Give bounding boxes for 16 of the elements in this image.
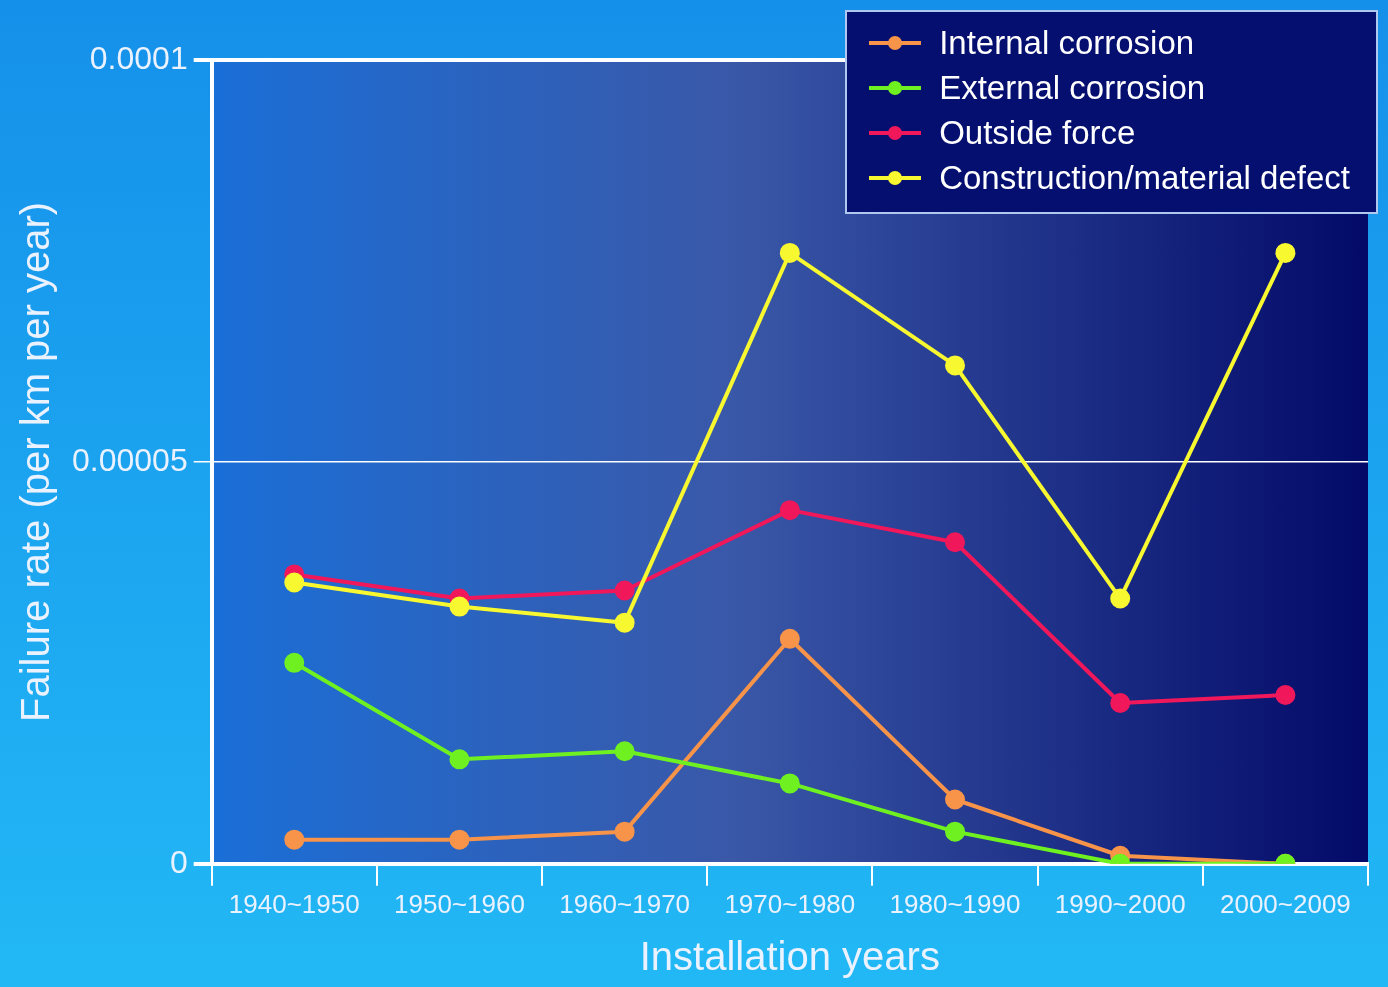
x-tick-label: 1970~1980	[724, 888, 856, 919]
legend-label: Internal corrosion	[939, 23, 1195, 62]
x-tick-label: 1960~1970	[559, 888, 691, 919]
x-tick-label: 1940~1950	[228, 888, 360, 919]
legend-label: Outside force	[939, 113, 1136, 152]
x-tick-label: 1990~2000	[1054, 888, 1186, 919]
y-axis-title: Failure rate (per km per year)	[13, 201, 58, 722]
x-tick-label: 1980~1990	[889, 888, 1021, 919]
y-tick-label: 0	[169, 843, 188, 880]
x-tick-label: 1950~1960	[394, 888, 525, 919]
y-tick-label: 0.00005	[72, 441, 188, 478]
y-tick-label: 0.0001	[89, 39, 188, 76]
legend-label: External corrosion	[939, 68, 1206, 107]
legend-label: Construction/material defect	[939, 158, 1350, 197]
x-axis-title: Installation years	[639, 934, 940, 979]
x-tick-label: 2000~2009	[1219, 888, 1351, 919]
